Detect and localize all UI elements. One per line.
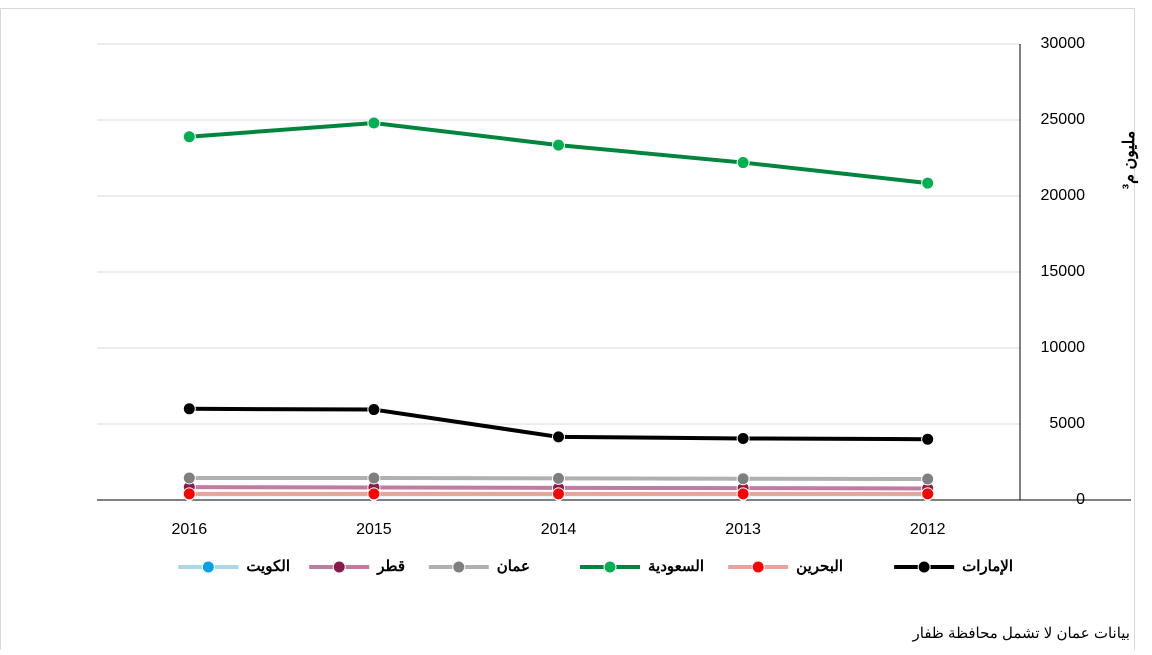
point — [736, 487, 750, 501]
legend-label: قطر — [376, 558, 405, 575]
point — [552, 430, 565, 444]
y-tick-label: 30000 — [1041, 35, 1086, 52]
x-tick-label: 2014 — [541, 521, 577, 538]
point — [736, 156, 750, 170]
chart-frame — [0, 8, 1135, 654]
point — [552, 471, 565, 485]
x-tick-label: 2013 — [725, 521, 761, 538]
legend-label: السعودية — [648, 558, 704, 575]
y-tick-label: 20000 — [1041, 187, 1086, 204]
x-tick-label: 2015 — [356, 521, 392, 538]
legend-marker — [332, 560, 346, 574]
legend-label: البحرين — [796, 558, 843, 575]
x-tick-label: 2016 — [172, 521, 208, 538]
point — [182, 402, 196, 416]
point — [552, 138, 565, 152]
point — [367, 403, 381, 417]
y-tick-label: 10000 — [1041, 339, 1086, 356]
point — [182, 487, 196, 501]
point — [182, 471, 196, 485]
legend-marker — [201, 560, 215, 574]
point — [367, 116, 381, 130]
y-tick-label: 5000 — [1049, 415, 1085, 432]
y-axis-label: مليون م³ — [1121, 131, 1139, 189]
note: بيانات عمان لا تشمل محافظة ظفار — [912, 625, 1130, 642]
point — [921, 176, 935, 190]
legend-label: عمان — [497, 558, 530, 575]
legend-marker — [917, 560, 931, 574]
legend-marker — [452, 560, 466, 574]
legend-label: الإمارات — [962, 558, 1013, 575]
point — [736, 431, 750, 445]
point — [921, 432, 935, 446]
y-tick-label: 15000 — [1041, 263, 1086, 280]
point — [367, 487, 381, 501]
legend-marker — [603, 560, 617, 574]
point — [367, 471, 381, 485]
point — [552, 487, 565, 501]
legend-label: الكويت — [246, 558, 290, 575]
legend-marker — [751, 560, 765, 574]
point — [921, 487, 935, 501]
point — [921, 472, 935, 486]
point — [182, 130, 196, 144]
y-tick-label: 25000 — [1041, 111, 1086, 128]
x-tick-label: 2012 — [910, 521, 946, 538]
point — [736, 472, 750, 486]
